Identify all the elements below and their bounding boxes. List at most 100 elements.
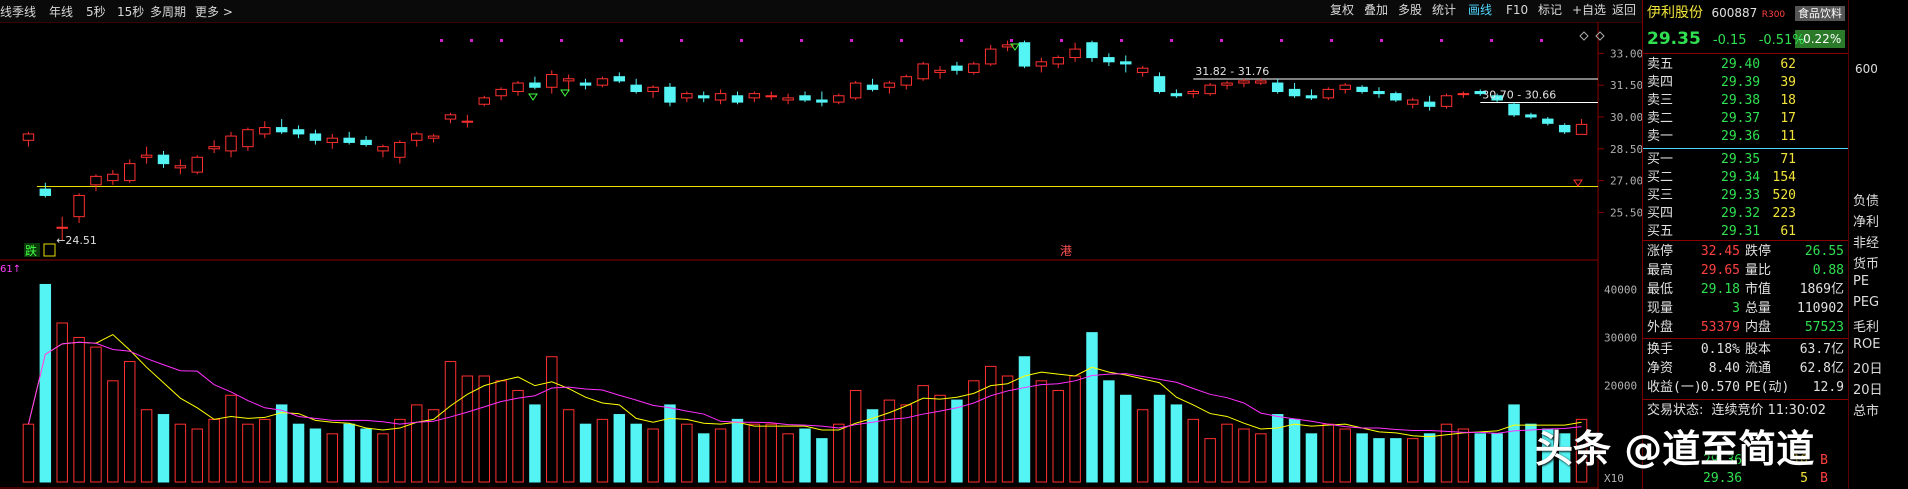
stat-value: 0.88 [1812,263,1844,278]
edge-code: 600 [1855,62,1878,76]
edge-metric-label: 总市 [1853,404,1880,419]
volume-bar [208,418,220,483]
candle [1069,42,1081,62]
candle-body [1136,67,1149,73]
volume-bar [1491,433,1503,483]
candle [596,76,609,88]
tick-price: 29.36 [1703,453,1743,468]
candle [1271,78,1284,94]
candle [1575,119,1588,135]
tick-price: 29.36 [1703,471,1743,486]
quote-row: 外盘 53379 内盘 57523 [1643,319,1848,337]
divider [1643,399,1848,400]
r-tag: R300 [1761,10,1786,20]
tab-season-line[interactable]: 季线 [12,5,37,19]
bid-volume: 71 [1780,152,1796,167]
overlay-button[interactable]: 叠加 [1364,3,1389,17]
restore-rights-button[interactable]: 复权 [1330,3,1355,17]
volume-bar [630,423,642,483]
volume-bar [360,428,372,483]
f10-button[interactable]: F10 [1506,3,1529,17]
stat-value: 62.8亿 [1799,361,1844,376]
candle-body [309,133,322,141]
tick-direction: B [1820,471,1828,486]
ask-volume: 18 [1780,93,1796,108]
stat-value: 12.9 [1812,380,1844,395]
mark-button[interactable]: 标记 [1538,3,1563,17]
quote-row: 卖四 29.39 39 [1643,74,1848,92]
volume-bar [731,418,744,483]
quote-row: 最高 29.65 量比 0.88 [1643,262,1848,280]
candle-body [984,48,997,65]
stat-label: 换手 [1647,342,1674,357]
signal-dot [470,39,473,42]
stat-value: 3 [1732,301,1740,316]
multi-stock-button[interactable]: 多股 [1398,3,1423,17]
left-marker-text: 跌 [25,243,37,258]
divider [1643,338,1848,339]
quote-row: 收益(一) 0.570 PE(动) 12.9 [1643,379,1848,397]
candle-body [1491,95,1503,101]
quote-row: 买一 29.35 71 [1643,151,1848,169]
sector-change-badge: -0.22% [1795,30,1845,48]
volume-bar [309,428,322,483]
volume-bar [816,438,828,483]
volume-bar [529,404,541,483]
candle [1170,89,1183,98]
candle-body [1373,91,1385,95]
volume-bar [596,418,609,483]
signal-dot [1440,39,1443,42]
candle [1001,40,1014,52]
candle-body [107,173,119,182]
candle-body [444,114,457,120]
tab-more[interactable]: 更多 > [195,5,233,19]
tab-day-line[interactable]: 线 [0,5,13,19]
candle-body [529,82,541,88]
quote-row: 卖五 29.40 62 [1643,56,1848,74]
candle-body [1238,80,1250,84]
bid-volume: 520 [1772,188,1796,203]
draw-line-button[interactable]: 画线 [1468,3,1493,17]
candle [292,125,305,139]
tab-year-line[interactable]: 年线 [49,5,74,19]
candle-body [157,154,170,165]
stat-value: 1869亿 [1799,282,1844,297]
candle [1339,83,1351,94]
candle [681,91,693,103]
volume-bar [377,433,389,483]
tab-5sec[interactable]: 5秒 [86,5,106,19]
candle-body [1255,80,1267,84]
candle [849,80,862,100]
price-tick-label: 27.00 [1610,175,1642,188]
candle [275,119,288,134]
volume-bar [73,336,85,483]
stat-label: 涨停 [1647,244,1674,259]
add-watchlist-button[interactable]: +自选 [1572,3,1607,17]
tick-direction: B [1820,453,1828,468]
volume-bar [157,414,170,483]
statistics-button[interactable]: 统计 [1432,3,1457,17]
stat-label: 跌停 [1745,244,1772,259]
kline-chart[interactable]: 33.00 31.50 30.00 28.50 27.00 25.50 40000 3000… [0,22,1642,489]
candle-body [647,86,659,93]
stat-label: 外盘 [1647,320,1674,335]
bid-volume: 223 [1772,206,1796,221]
candle-body [748,93,761,99]
diamond-icon [1579,31,1589,41]
tab-multi-period[interactable]: 多周期 [150,5,187,19]
back-button[interactable]: 返回 [1612,3,1637,17]
tab-15sec[interactable]: 15秒 [117,5,145,19]
volume-bar [242,423,254,483]
sector-badge[interactable]: 食品饮料 [1795,6,1845,21]
candle-body [39,188,52,196]
volume-bar [191,428,203,483]
volume-bar [1508,404,1520,483]
volume-tick-label: X10 [1604,472,1624,485]
candle [562,74,575,92]
candle [1423,95,1436,111]
signal-arrow-icon [528,93,538,101]
candle [1136,66,1149,77]
quote-row: 买四 29.32 223 [1643,205,1848,223]
candle-body [326,137,339,143]
signal-dot [560,39,563,42]
